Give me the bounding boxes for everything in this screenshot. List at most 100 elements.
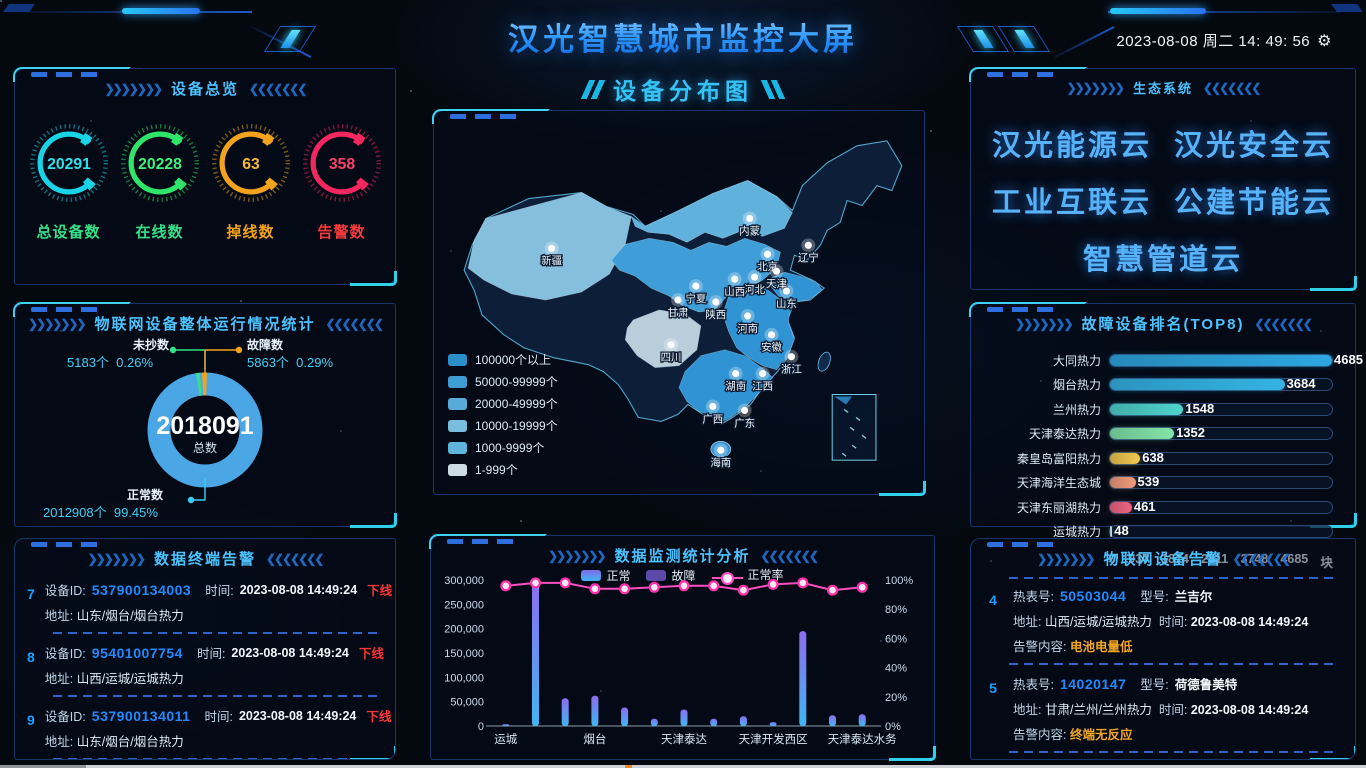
legend-item-fault[interactable]: 故障: [646, 567, 696, 584]
chevrons-right-icon: ❮❮❮❮❮❮❮: [1232, 551, 1291, 566]
map-marker-宁夏[interactable]: 宁夏: [684, 279, 708, 306]
iot-alarm-row[interactable]: 4 热表号: 50503044 型号: 兰吉尔 地址: 山西/运城/运城热力 时间:…: [981, 579, 1341, 661]
map-marker-河北[interactable]: 河北: [743, 270, 767, 297]
row-index: 5: [989, 680, 997, 696]
ranking-value: 1548: [1185, 400, 1215, 416]
meter-id: 14020147: [1059, 675, 1127, 692]
map-marker-河南[interactable]: 河南: [736, 308, 759, 336]
donut-total: 2018091: [156, 412, 253, 440]
map-marker-浙江[interactable]: 浙江: [780, 349, 804, 377]
panel-title-monitor-chart: ❯❯❯❯❯❯❯ 数据监测统计分析 ❮❮❮❮❮❮❮: [548, 548, 819, 565]
south-china-sea-inset: [831, 394, 877, 461]
region-south: [678, 349, 773, 424]
panel-title-ecosystem: ❯❯❯❯❯❯❯ 生态系统 ❮❮❮❮❮❮❮: [1066, 80, 1262, 97]
ranking-label: 天津泰达热力: [1028, 427, 1101, 442]
terminal-alarm-row[interactable]: 8 设备ID: 95401007754 时间: 2023-08-08 14:49:2…: [25, 636, 384, 693]
map-marker-甘肃[interactable]: 甘肃: [666, 293, 690, 320]
legend-item-normal[interactable]: 正常: [581, 567, 630, 584]
panel-title-fault-ranking: ❯❯❯❯❯❯❯ 故障设备排名(TOP8) ❮❮❮❮❮❮❮: [1015, 316, 1313, 333]
map-marker-海南[interactable]: 海南: [709, 443, 733, 470]
ecosystem-line-2[interactable]: 工业互联云 公建节能云: [991, 186, 1335, 219]
iot-alarm-list: 4 热表号: 50503044 型号: 兰吉尔 地址: 山西/运城/运城热力 时间:…: [971, 569, 1355, 759]
chevrons-right-icon: ❮❮❮❮❮❮❮: [1203, 80, 1261, 95]
settings-gear-icon[interactable]: ⚙: [1317, 32, 1332, 50]
map-marker-陕西[interactable]: 陕西: [704, 295, 728, 322]
gauge-label: 总设备数: [36, 224, 101, 241]
ranking-row-兰州热力: 兰州热力 1548: [989, 397, 1333, 422]
panel-device-overview: ❯❯❯❯❯❯❯ 设备总览 ❮❮❮❮❮❮❮ 20291 总设备数 20228 在线…: [14, 68, 397, 286]
terminal-alarm-row[interactable]: 9 设备ID: 537900134011 时间: 2023-08-08 14:49:…: [25, 699, 391, 756]
map-marker-内蒙[interactable]: 内蒙: [738, 211, 761, 239]
map-legend-item: 10000-19999个: [448, 417, 558, 434]
panel-fault-ranking: ❯❯❯❯❯❯❯ 故障设备排名(TOP8) ❮❮❮❮❮❮❮ 大同热力 4685 烟…: [970, 303, 1363, 570]
gauge-label: 告警数: [317, 224, 366, 241]
ecosystem-line-1[interactable]: 汉光能源云 汉光安全云: [991, 130, 1335, 163]
map-marker-广东[interactable]: 广东: [733, 403, 756, 431]
svg-text:80%: 80%: [885, 604, 907, 616]
svg-text:山西: 山西: [724, 286, 745, 298]
svg-text:天津泰达: 天津泰达: [661, 732, 707, 746]
map-marker-新疆[interactable]: 新疆: [540, 241, 563, 268]
meter-model: 兰吉尔: [1174, 590, 1213, 604]
region-sichuan: [624, 309, 702, 368]
page-title: 汉光智慧城市监控大屏: [0, 14, 1366, 59]
gauge-总设备数: 20291 总设备数: [27, 121, 111, 242]
chevrons-left-icon: ❯❯❯❯❯❯❯: [1066, 80, 1125, 95]
iot-alarm-row[interactable]: 6 热表号:14160473 型号:荷德鲁美特 地址: 山西/大同/大同热力 时…: [981, 755, 1341, 759]
svg-text:广东: 广东: [734, 416, 755, 429]
chevrons-right-icon: ❮❮❮❮❮❮❮: [249, 81, 307, 96]
header-line-right: [1108, 11, 1340, 13]
dashed-divider: [53, 695, 377, 697]
svg-text:63: 63: [242, 156, 260, 173]
map-marker-山西[interactable]: 山西: [723, 272, 746, 299]
map-marker-江西[interactable]: 江西: [751, 366, 774, 394]
map-legend: 100000个以上 50000-99999个 20000-49999个 10000-1…: [448, 351, 558, 478]
chevrons-right-icon: ❮❮❮❮❮❮❮: [1254, 316, 1312, 331]
header-glow-segment-right: [1110, 8, 1206, 14]
ranking-value: 4685: [1334, 351, 1363, 367]
svg-text:358: 358: [328, 156, 355, 173]
ranking-label: 烟台热力: [1052, 378, 1101, 393]
region-taiwan: [817, 351, 831, 372]
ranking-track: 638: [1109, 450, 1333, 465]
chevrons-left-icon: ❯❯❯❯❯❯❯: [104, 81, 163, 96]
chevrons-left-icon: ❯❯❯❯❯❯❯: [548, 548, 606, 563]
alarm-time: 2023-08-08 14:49:24: [1190, 615, 1309, 629]
datetime-text: 2023-08-08 周二 14: 49: 56: [1116, 33, 1311, 50]
terminal-alarm-row[interactable]: 7 设备ID: 537900134003 时间: 2023-08-08 14:49:…: [25, 573, 392, 630]
map-marker-四川[interactable]: 四川: [659, 337, 683, 365]
svg-text:40%: 40%: [885, 663, 907, 675]
dashed-divider: [1009, 751, 1337, 753]
svg-text:50,000: 50,000: [450, 697, 484, 709]
map-legend-item: 1-999个: [448, 461, 558, 478]
svg-text:山东: 山东: [776, 297, 797, 310]
gauge-掉线数: 63 掉线数: [209, 121, 293, 242]
map-marker-辽宁[interactable]: 辽宁: [797, 238, 820, 266]
svg-text:100,000: 100,000: [444, 672, 484, 684]
map-marker-山东[interactable]: 山东: [775, 284, 798, 311]
gauge-label: 在线数: [135, 224, 184, 241]
map-marker-安徽[interactable]: 安徽: [760, 327, 784, 355]
donut-chart: 2018091 总数 未抄数 5183个 0.26% 故障数 5863个 0.2…: [15, 334, 395, 520]
gauge-set: 20291 总设备数 20228 在线数 63 掉线数 358 告警数: [15, 99, 395, 242]
ecosystem-line-3[interactable]: 智慧管道云: [1082, 243, 1243, 276]
slash-decoration-icon: [580, 79, 606, 99]
region-north-cluster: [610, 238, 781, 313]
region-shandong: [770, 271, 823, 303]
svg-text:150,000: 150,000: [444, 648, 484, 660]
slice-value: 5183个 0.26%: [67, 355, 154, 370]
alarm-time: 2023-08-08 14:49:24: [231, 645, 349, 660]
map-marker-广西[interactable]: 广西: [701, 399, 725, 427]
taskbar-edge[interactable]: [0, 765, 1366, 768]
map-marker-湖南[interactable]: 湖南: [724, 366, 747, 394]
svg-text:天津泰达水务: 天津泰达水务: [828, 732, 897, 746]
legend-item-rate[interactable]: 正常率: [711, 566, 784, 585]
panel-china-map: 新疆 内蒙 辽宁 北京 天津 河北 山西 宁夏 甘肃 陕西 山东 河南: [433, 110, 926, 496]
ranking-track: 1352: [1109, 425, 1333, 441]
map-marker-天津[interactable]: 天津: [765, 264, 788, 291]
svg-text:250,000: 250,000: [444, 599, 484, 611]
iot-alarm-row[interactable]: 5 热表号: 14020147 型号: 荷德鲁美特 地址: 甘肃/兰州/兰州热力 时…: [981, 667, 1341, 749]
svg-text:宁夏: 宁夏: [685, 292, 706, 305]
alarm-time: 2023-08-08 14:49:24: [239, 582, 358, 597]
svg-text:陕西: 陕西: [705, 308, 726, 321]
